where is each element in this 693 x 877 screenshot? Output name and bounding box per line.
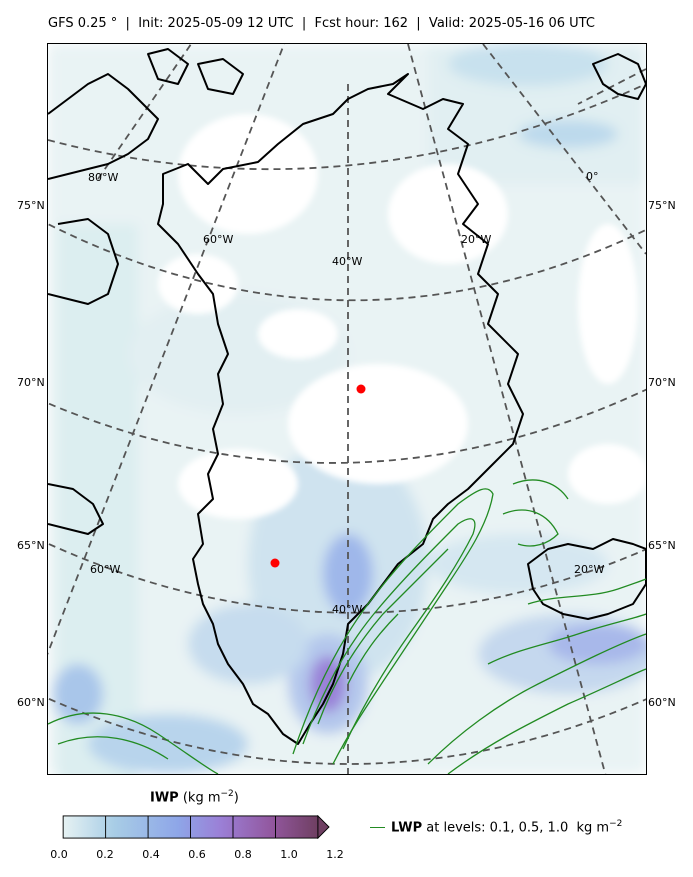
lat-label-left: 65°N bbox=[17, 539, 45, 552]
station-markers bbox=[270, 384, 366, 568]
colorbar-tick: 1.0 bbox=[280, 848, 298, 861]
colorbar-tick: 0.0 bbox=[50, 848, 68, 861]
legend-sup: −2 bbox=[609, 819, 623, 829]
lon-labels: 80°W 60°W 40°W 20°W 0° 60°W 40°W 20°W bbox=[88, 170, 604, 616]
lon-label-south: 40°W bbox=[332, 603, 362, 616]
colorbar-tick: 0.6 bbox=[188, 848, 206, 861]
legend-line-swatch bbox=[370, 827, 385, 829]
lon-label-north: 40°W bbox=[332, 255, 362, 268]
map-panel: 80°W 60°W 40°W 20°W 0° 60°W 40°W 20°W bbox=[47, 43, 647, 775]
colorbar-title-sup: −2 bbox=[220, 789, 234, 799]
colorbar-title-units: (kg m bbox=[178, 790, 221, 806]
colorbar-tick: 1.2 bbox=[326, 848, 344, 861]
lon-label-north: 80°W bbox=[88, 171, 118, 184]
lat-label-right: 65°N bbox=[648, 539, 676, 552]
lat-label-right: 75°N bbox=[648, 199, 676, 212]
lat-label-left: 60°N bbox=[17, 696, 45, 709]
colorbar-tick: 0.8 bbox=[234, 848, 252, 861]
lon-label-north: 20°W bbox=[461, 233, 491, 246]
map-canvas: 80°W 60°W 40°W 20°W 0° 60°W 40°W 20°W bbox=[48, 44, 646, 774]
legend-text: at levels: 0.1, 0.5, 1.0 kg m bbox=[422, 820, 610, 836]
marker-dot bbox=[356, 384, 366, 394]
colorbar-title: IWP (kg m−2) bbox=[150, 789, 239, 805]
lwp-legend: LWP at levels: 0.1, 0.5, 1.0 kg m−2 bbox=[370, 819, 622, 835]
lat-label-right: 60°N bbox=[648, 696, 676, 709]
colorbar-tick: 0.2 bbox=[96, 848, 114, 861]
colorbar-title-end: ) bbox=[233, 790, 239, 806]
lat-label-left: 70°N bbox=[17, 376, 45, 389]
lat-label-right: 70°N bbox=[648, 376, 676, 389]
colorbar-tick: 0.4 bbox=[142, 848, 160, 861]
coastlines bbox=[48, 48, 646, 745]
marker-dot bbox=[270, 558, 280, 568]
lat-label-left: 75°N bbox=[17, 199, 45, 212]
lwp-contours bbox=[48, 479, 646, 774]
iwp-colorbar bbox=[62, 815, 330, 839]
figure-title: GFS 0.25 ° | Init: 2025-05-09 12 UTC | F… bbox=[48, 16, 595, 31]
clear-patches bbox=[158, 114, 646, 519]
lon-label-north: 60°W bbox=[203, 233, 233, 246]
lon-label-south: 20°W bbox=[574, 563, 604, 576]
legend-var: LWP bbox=[391, 820, 423, 836]
lon-label-south: 60°W bbox=[90, 563, 120, 576]
lon-label-north: 0° bbox=[586, 170, 599, 183]
colorbar-title-var: IWP bbox=[150, 790, 179, 806]
